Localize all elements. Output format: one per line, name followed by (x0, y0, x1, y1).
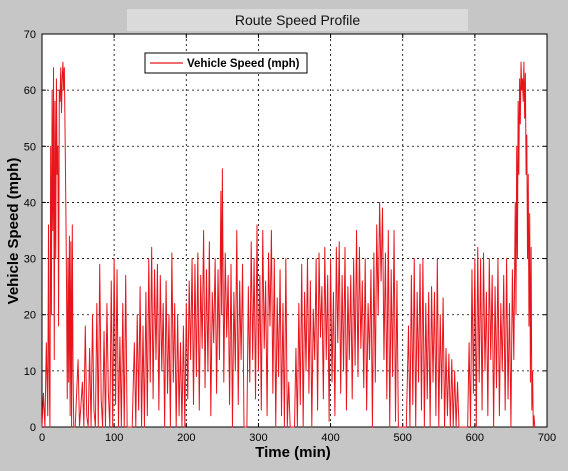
x-tick-label: 600 (466, 432, 484, 444)
x-axis-label: Time (min) (255, 444, 331, 461)
y-tick-label: 70 (24, 29, 36, 41)
y-tick-label: 50 (24, 141, 36, 153)
x-tick-label: 100 (105, 432, 123, 444)
grid-lines (41, 33, 548, 428)
y-tick-label: 20 (24, 310, 36, 322)
tick-labels: 0 100 200 300 400 500 600 700 0 10 20 30 40 50 60 70 (24, 29, 556, 444)
x-tick-label: 300 (249, 432, 267, 444)
y-tick-label: 0 (30, 422, 36, 434)
x-tick-label: 200 (177, 432, 195, 444)
x-tick-label: 500 (394, 432, 412, 444)
legend-box (144, 52, 308, 74)
x-tick-label: 700 (538, 432, 556, 444)
y-tick-label: 40 (24, 197, 36, 209)
legend: Vehicle Speed (mph) (144, 52, 308, 74)
y-axis-label: Vehicle Speed (mph) (5, 158, 22, 305)
y-tick-label: 60 (24, 85, 36, 97)
legend-label: Vehicle Speed (mph) (187, 58, 300, 70)
x-tick-label: 400 (321, 432, 339, 444)
series-layer (41, 61, 536, 428)
y-tick-label: 30 (24, 254, 36, 266)
chart-title: Route Speed Profile (127, 9, 468, 31)
x-tick-label: 0 (39, 432, 45, 444)
y-tick-label: 10 (24, 366, 36, 378)
speed-series-line (41, 61, 536, 428)
